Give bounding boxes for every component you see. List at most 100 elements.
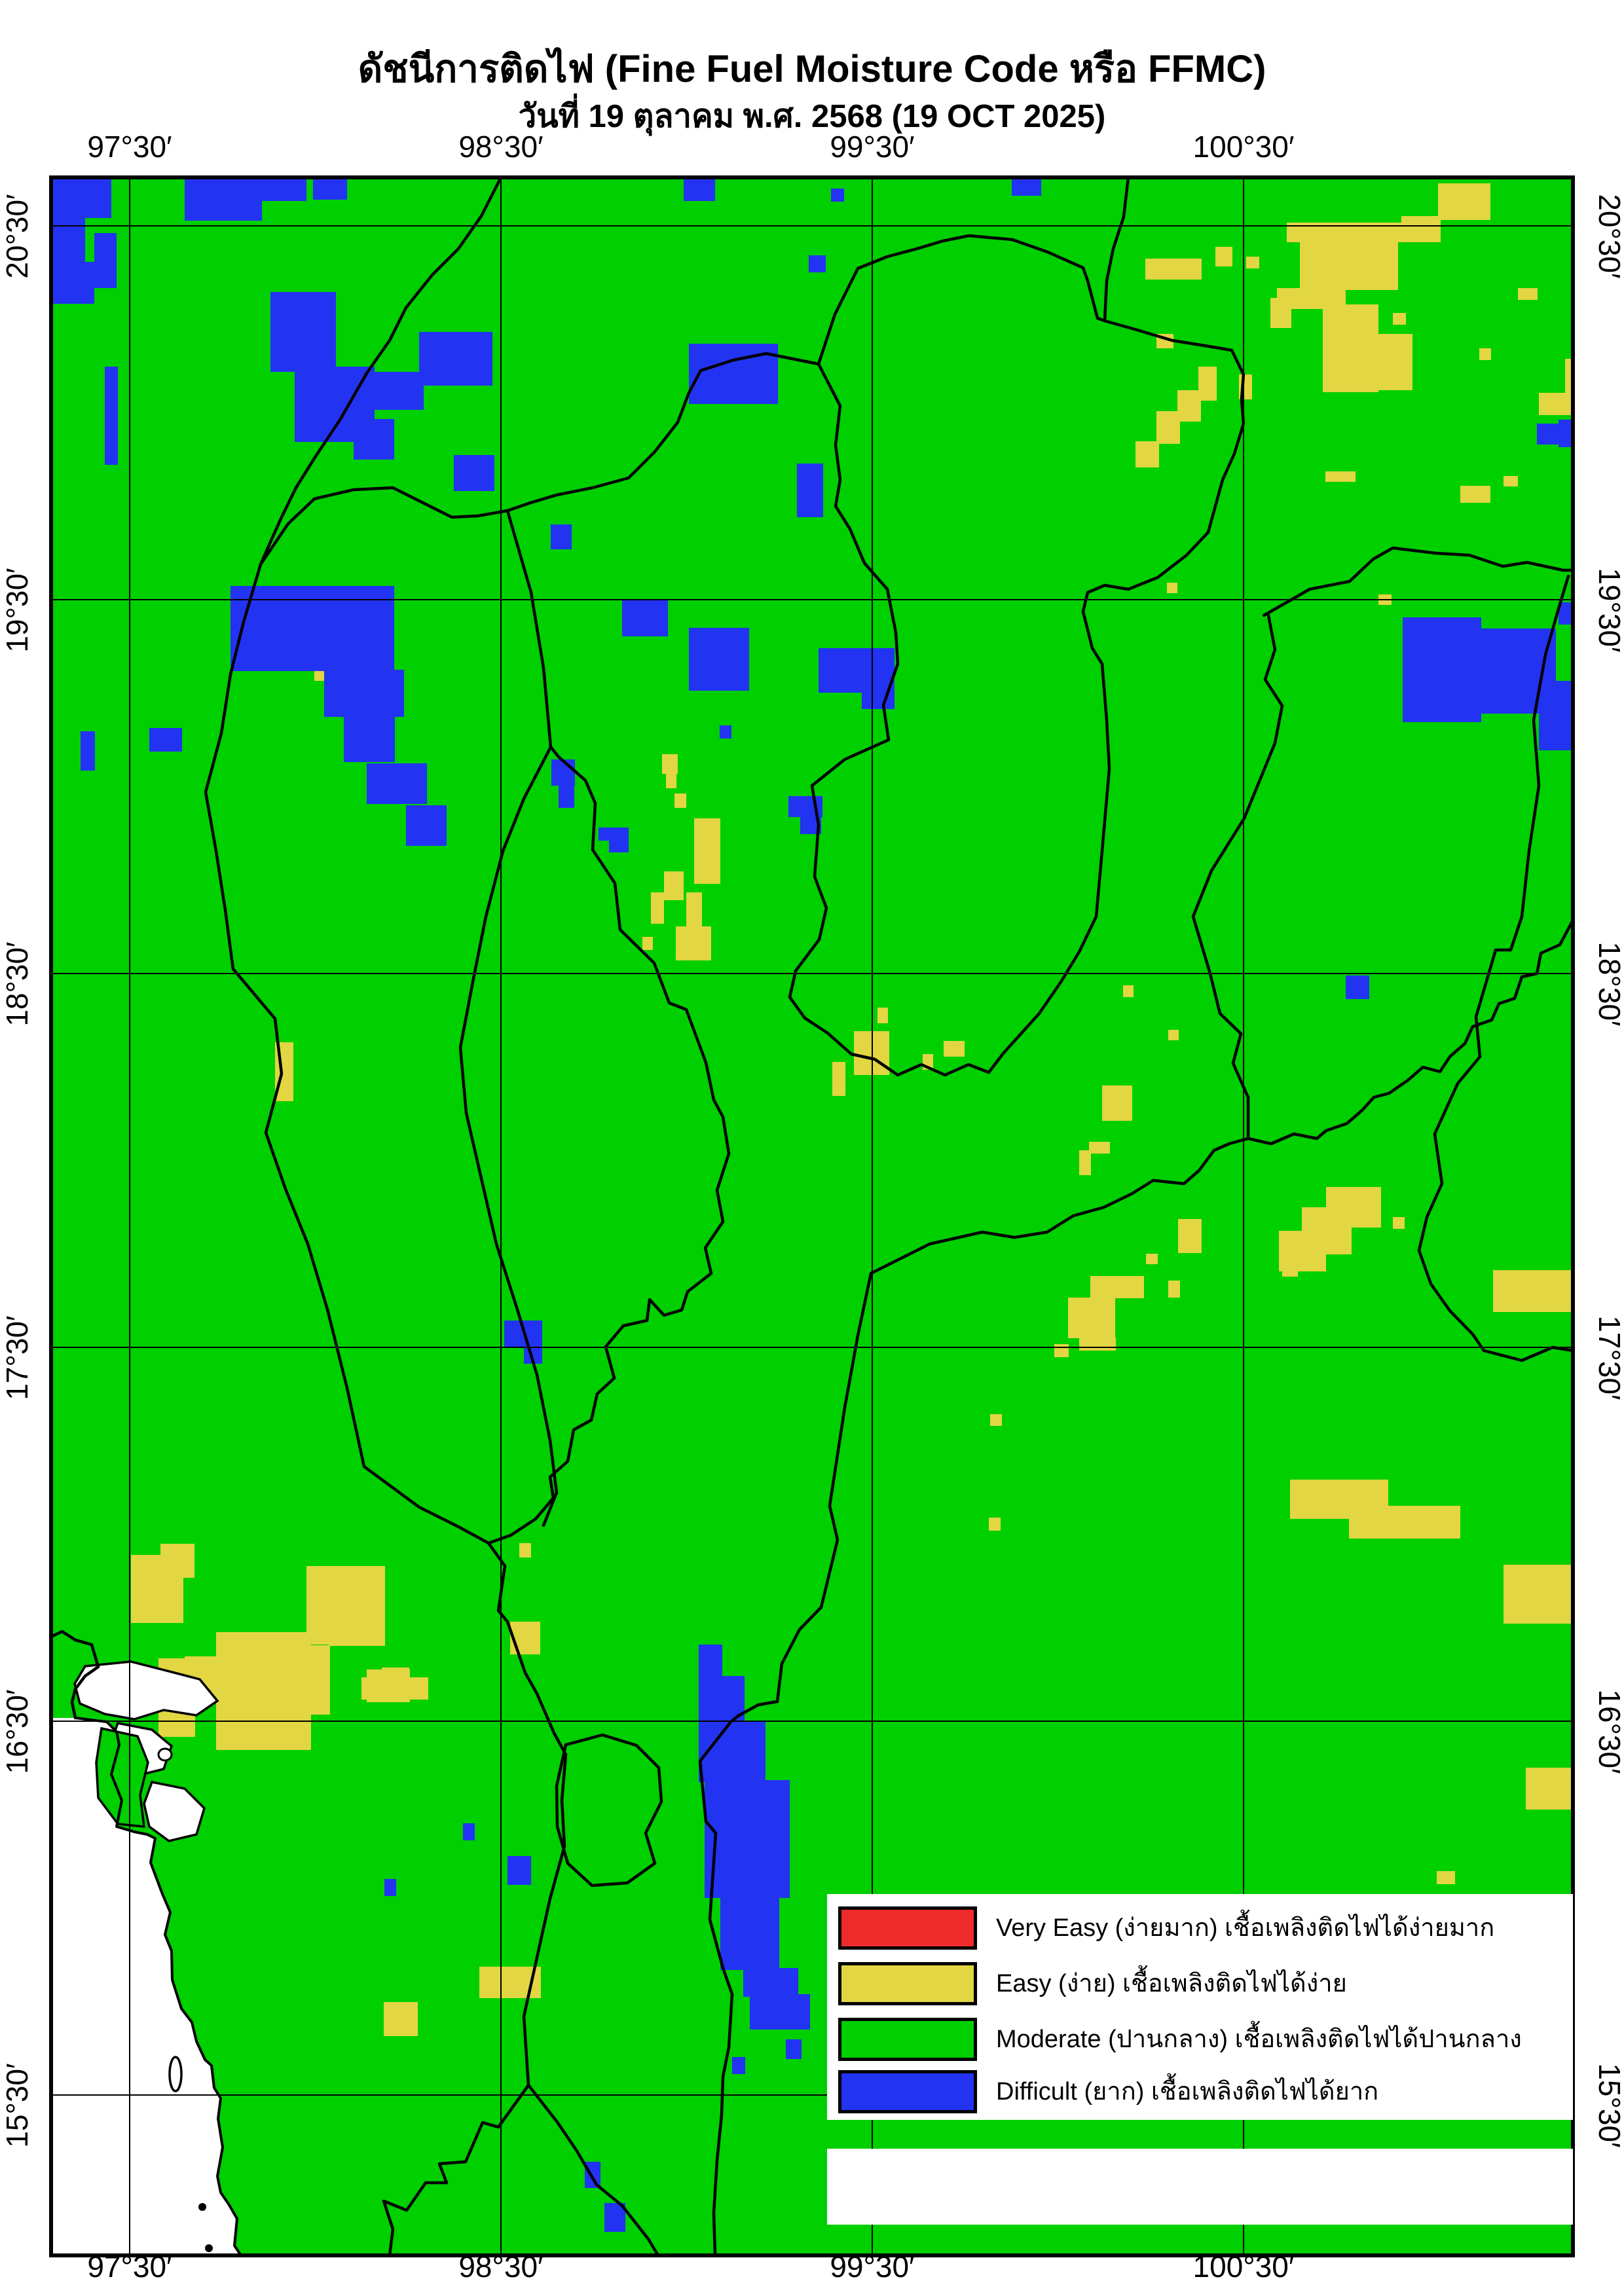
province-boundary xyxy=(817,234,1107,366)
ffmc-patch-easy xyxy=(990,1414,1002,1426)
ffmc-patch-difficult xyxy=(313,177,347,200)
ffmc-patch-difficult xyxy=(406,805,447,846)
ffmc-patch-difficult xyxy=(454,455,494,491)
ffmc-patch-difficult xyxy=(1346,975,1369,999)
page-title: ดัชนีการติดไฟ (Fine Fuel Moisture Code ห… xyxy=(358,48,1266,90)
province-boundary xyxy=(458,745,559,1527)
ffmc-patch-difficult xyxy=(720,725,731,738)
province-boundary xyxy=(788,362,1111,1077)
wetland-blob xyxy=(73,1660,219,1721)
ffmc-patch-difficult xyxy=(551,759,575,786)
ffmc-patch-easy xyxy=(651,892,664,924)
ffmc-patch-difficult xyxy=(1403,617,1481,722)
longitude-label-bottom: 97°30′ xyxy=(87,2250,172,2284)
latitude-label-right: 15°30′ xyxy=(1593,2063,1624,2147)
ffmc-patch-easy xyxy=(832,1062,845,1096)
international-border-coast xyxy=(75,1717,242,2257)
latitude-label-right: 20°30′ xyxy=(1593,194,1624,278)
ffmc-patch-difficult xyxy=(324,670,404,717)
legend-row-very-easy: Very Easy (ง่ายมาก) เชื้อเพลิงติดไฟได้ง่… xyxy=(827,1906,1573,1950)
ffmc-patch-easy xyxy=(1089,1142,1110,1154)
province-boundary xyxy=(487,509,731,1545)
ffmc-patch-easy xyxy=(1167,583,1177,593)
province-boundary xyxy=(1081,319,1246,613)
legend-label-difficult: Difficult (ยาก) เชื้อเพลิงติดไฟได้ยาก xyxy=(996,2078,1379,2105)
province-boundary xyxy=(1262,546,1575,617)
ffmc-patch-difficult xyxy=(1559,420,1573,447)
ffmc-patch-easy xyxy=(510,1622,540,1654)
legend-label-moderate: Moderate (ปานกลาง) เชื้อเพลิงติดไฟได้ปาน… xyxy=(996,2026,1522,2053)
latitude-label-left: 19°30′ xyxy=(0,568,34,652)
ffmc-patch-difficult xyxy=(51,262,94,304)
ffmc-patch-easy xyxy=(295,1645,330,1715)
ffmc-patch-easy xyxy=(1325,471,1356,482)
border-island xyxy=(95,1726,149,1828)
legend-row-easy: Easy (ง่าย) เชื้อเพลิงติดไฟได้ง่าย xyxy=(827,1962,1573,2005)
scale-bar xyxy=(827,2149,1573,2225)
ffmc-patch-easy xyxy=(1156,411,1180,444)
ffmc-patch-difficult xyxy=(94,233,117,288)
province-boundary xyxy=(1417,574,1575,1362)
province-boundary xyxy=(828,918,1575,1508)
ffmc-patch-difficult xyxy=(743,1968,798,1997)
ffmc-patch-easy xyxy=(989,1518,1001,1531)
province-boundary xyxy=(1103,175,1130,323)
province-boundary xyxy=(1191,613,1284,1140)
ffmc-patch-easy xyxy=(1504,476,1518,486)
ffmc-patch-difficult xyxy=(720,1897,779,1970)
ffmc-patch-difficult xyxy=(599,828,629,841)
ffmc-patch-difficult xyxy=(149,728,182,752)
latitude-label-left: 18°30′ xyxy=(0,941,34,1026)
ffmc-patch-difficult xyxy=(185,177,262,221)
legend-row-moderate: Moderate (ปานกลาง) เชื้อเพลิงติดไฟได้ปาน… xyxy=(827,2018,1573,2061)
ffmc-patch-easy xyxy=(1146,1254,1158,1264)
ffmc-patch-easy xyxy=(131,1555,183,1623)
ffmc-patch-difficult xyxy=(81,731,95,771)
ffmc-patch-difficult xyxy=(384,1879,396,1896)
ffmc-patch-difficult xyxy=(1012,177,1041,196)
province-boundary xyxy=(382,2083,530,2257)
ffmc-patch-easy xyxy=(1068,1298,1115,1338)
ffmc-patch-difficult xyxy=(622,599,668,636)
island-lake xyxy=(157,1747,173,1762)
province-boundary xyxy=(259,175,503,566)
ffmc-patch-difficult xyxy=(797,464,823,517)
ffmc-patch-difficult xyxy=(699,1722,766,1782)
province-boundary xyxy=(204,562,660,2257)
ffmc-patch-easy xyxy=(1339,334,1412,390)
latitude-label-left: 16°30′ xyxy=(0,1689,34,1774)
province-boundary xyxy=(698,1504,840,2257)
ffmc-patch-easy xyxy=(1168,1030,1179,1040)
ffmc-patch-difficult xyxy=(609,841,629,852)
legend: Very Easy (ง่ายมาก) เชื้อเพลิงติดไฟได้ง่… xyxy=(827,1894,1573,2120)
ffmc-patch-difficult xyxy=(354,419,394,460)
map-frame xyxy=(49,175,1575,2257)
legend-label-easy: Easy (ง่าย) เชื้อเพลิงติดไฟได้ง่าย xyxy=(996,1970,1347,1997)
latitude-label-right: 18°30′ xyxy=(1593,941,1624,1026)
latitude-label-left: 20°30′ xyxy=(0,194,34,278)
ffmc-patch-difficult xyxy=(750,1994,810,2030)
ffmc-patch-difficult xyxy=(831,189,844,202)
ffmc-patch-easy xyxy=(642,937,653,950)
ffmc-patch-difficult xyxy=(463,1823,475,1840)
ffmc-patch-easy xyxy=(1177,390,1201,422)
ffmc-patch-easy xyxy=(1393,1217,1405,1229)
legend-row-difficult: Difficult (ยาก) เชื้อเพลิงติดไฟได้ยาก xyxy=(827,2070,1573,2113)
ffmc-patch-difficult xyxy=(1504,649,1543,679)
ffmc-patch-easy xyxy=(329,1566,385,1646)
latitude-label-left: 15°30′ xyxy=(0,2063,34,2147)
latitude-label-left: 17°30′ xyxy=(0,1315,34,1400)
ffmc-patch-easy xyxy=(1460,486,1490,503)
ffmc-patch-easy xyxy=(1198,367,1217,401)
ffmc-patch-easy xyxy=(1479,348,1491,360)
ffmc-patch-easy xyxy=(1135,441,1159,467)
ffmc-patch-difficult xyxy=(105,367,118,465)
ffmc-patch-easy xyxy=(1437,1871,1455,1884)
latitude-label-right: 19°30′ xyxy=(1593,568,1624,652)
ffmc-patch-difficult xyxy=(363,372,424,410)
ffmc-patch-easy xyxy=(666,770,676,788)
ffmc-patch-easy xyxy=(1493,1270,1573,1312)
outside-region xyxy=(51,1718,241,2255)
ffmc-patch-easy xyxy=(1270,298,1291,328)
ffmc-patch-difficult xyxy=(231,586,394,671)
